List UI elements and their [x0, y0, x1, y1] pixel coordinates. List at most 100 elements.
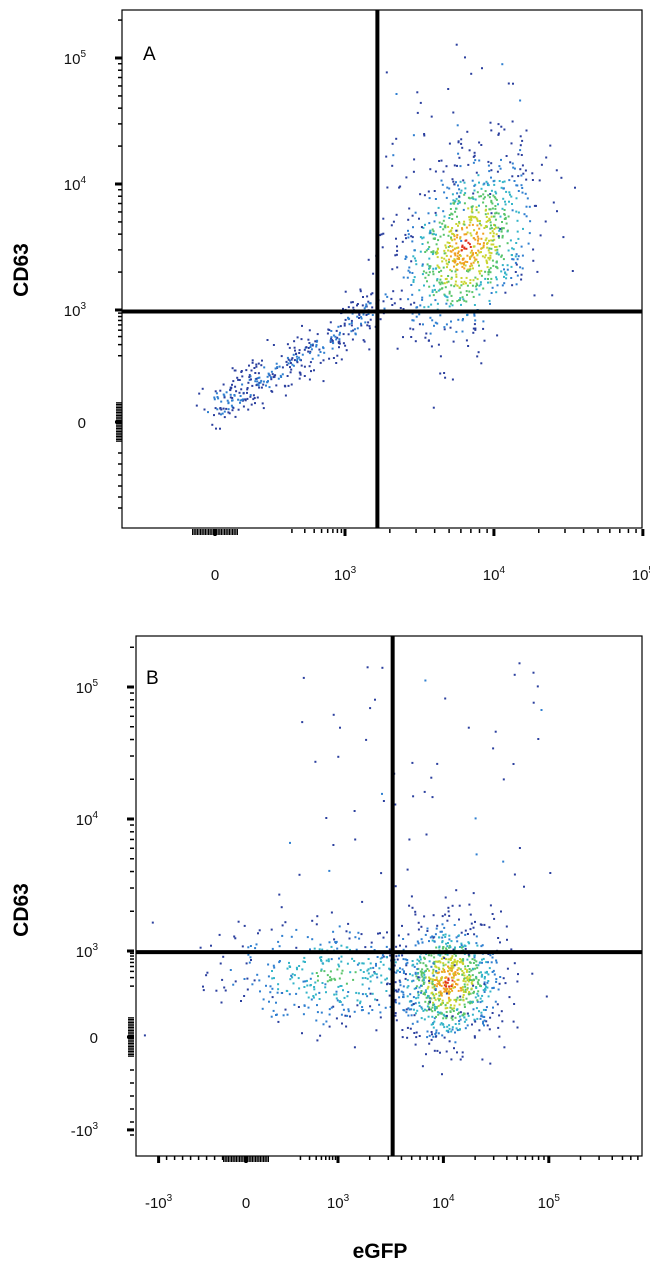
event-dot [490, 224, 492, 227]
event-dot [281, 373, 284, 376]
event-dot [424, 993, 426, 996]
event-dot [420, 1017, 423, 1020]
event-dot [291, 973, 294, 976]
event-dot [392, 220, 395, 223]
event-dot [394, 885, 397, 888]
event-dot [475, 288, 478, 291]
event-dot [435, 976, 438, 979]
event-dot [450, 1030, 453, 1033]
event-dot [492, 194, 495, 197]
event-dot [409, 973, 411, 976]
event-dot [532, 259, 535, 262]
event-dot [299, 373, 302, 376]
event-dot [416, 968, 419, 971]
event-dot [490, 129, 493, 132]
event-dot [448, 292, 451, 295]
event-dot [309, 948, 311, 951]
event-dot [486, 986, 489, 989]
event-dot [442, 210, 445, 213]
event-dot [215, 392, 218, 395]
event-dot [482, 232, 485, 235]
event-dot [434, 211, 437, 214]
event-dot [449, 959, 452, 961]
event-dot [450, 1017, 453, 1019]
event-dot [467, 345, 470, 347]
event-dot [413, 158, 416, 161]
event-dot [472, 331, 475, 334]
event-dot [325, 817, 328, 819]
event-dot [345, 1025, 348, 1028]
event-dot [437, 289, 440, 292]
event-dot [398, 996, 401, 999]
event-dot [281, 366, 284, 369]
event-dot [438, 991, 440, 994]
event-dot [417, 994, 420, 997]
event-dot [395, 989, 397, 992]
event-dot [439, 961, 442, 964]
event-dot [488, 217, 491, 220]
event-dot [250, 403, 253, 406]
event-dot [394, 1014, 397, 1017]
event-dot [473, 184, 476, 187]
event-dot [447, 249, 450, 252]
event-dot [463, 220, 466, 223]
event-dot [458, 918, 460, 921]
event-dot [395, 253, 398, 256]
event-dot [431, 1015, 434, 1018]
event-dot [286, 1013, 289, 1016]
event-dot [427, 305, 430, 308]
event-dot [276, 366, 279, 369]
event-dot [492, 987, 495, 989]
event-dot [404, 973, 407, 976]
event-dot [421, 1065, 424, 1068]
event-dot [426, 930, 429, 932]
event-dot [473, 314, 476, 317]
event-dot [394, 981, 397, 984]
event-dot [511, 120, 514, 123]
event-dot [478, 293, 481, 296]
event-dot [225, 391, 228, 394]
event-dot [488, 251, 491, 254]
event-dot [407, 229, 409, 232]
event-dot [337, 342, 340, 345]
event-dot [419, 970, 422, 973]
event-dot [370, 941, 373, 944]
event-dot [418, 979, 421, 982]
event-dot [467, 241, 470, 244]
event-dot [482, 193, 485, 196]
event-dot [254, 380, 257, 383]
event-dot [447, 961, 450, 964]
event-dot [505, 273, 508, 276]
event-dot [472, 261, 475, 264]
event-dot [509, 193, 511, 196]
event-dot [448, 187, 451, 190]
event-dot [493, 196, 496, 198]
event-dot [491, 913, 494, 915]
event-dot [419, 193, 422, 196]
event-dot [464, 933, 467, 936]
event-dot [227, 411, 230, 414]
event-dot [405, 176, 408, 179]
event-dot [472, 1008, 475, 1011]
event-dot [350, 324, 353, 327]
event-dot [437, 265, 440, 268]
event-dot [374, 698, 376, 701]
event-dot [286, 990, 289, 992]
event-dot [254, 402, 256, 405]
event-dot [415, 987, 418, 990]
event-dot [417, 942, 420, 945]
event-dot [418, 986, 421, 989]
event-dot [340, 972, 343, 975]
event-dot [273, 966, 276, 969]
event-dot [393, 964, 396, 967]
event-dot [502, 227, 505, 230]
event-dot [536, 270, 539, 273]
event-dot [368, 302, 371, 305]
event-dot [486, 246, 489, 249]
event-dot [395, 990, 398, 993]
event-dot [218, 933, 221, 936]
event-dot [471, 264, 474, 267]
event-dot [477, 211, 480, 214]
event-dot [421, 296, 424, 299]
event-dot [506, 229, 509, 232]
